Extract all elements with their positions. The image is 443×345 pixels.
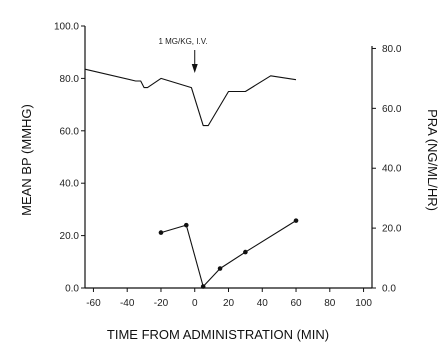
pra-data-point — [243, 249, 248, 255]
y-right-tick-label: 0.0 — [382, 284, 396, 295]
y-right-axis-title: PRA (NG/ML/HR) — [425, 109, 440, 211]
y-left-tick-label: 20.0 — [60, 231, 80, 242]
x-tick-label: 80 — [324, 298, 336, 309]
series — [84, 68, 299, 289]
dose-arrow-head — [191, 64, 198, 73]
pra-data-point — [183, 222, 189, 228]
x-tick-label: -60 — [86, 298, 101, 309]
bp-series-line — [84, 68, 297, 127]
x-tick-label: 60 — [290, 298, 302, 309]
y-right-tick-label: 80.0 — [382, 44, 402, 55]
y-right-tick-label: 20.0 — [382, 224, 402, 235]
y-left-tick-label: 80.0 — [60, 74, 80, 85]
x-axis-title: TIME FROM ADMINISTRATION (MIN) — [107, 327, 329, 342]
axes — [84, 26, 373, 289]
x-tick-label: 100 — [355, 298, 372, 309]
y-left-tick-label: 100.0 — [54, 22, 79, 33]
dose-annotation: 1 MG/KG, I.V. — [158, 37, 207, 46]
y-left-axis-title: MEAN BP (MMHG) — [19, 104, 34, 216]
x-tick-label: 40 — [257, 298, 269, 309]
ticks: -60 -40 -20 0 20 40 60 80 100 0.0 20.0 40.0 60.0 80.0… — [54, 22, 402, 310]
pra-data-point — [158, 230, 164, 235]
y-left-tick-label: 60.0 — [60, 126, 80, 137]
x-tick-label: -40 — [120, 298, 135, 309]
x-tick-label: -20 — [154, 298, 169, 309]
y-right-tick-label: 40.0 — [382, 164, 402, 175]
x-tick-label: 0 — [192, 298, 198, 309]
y-left-tick-label: 40.0 — [60, 179, 80, 190]
pra-series-line — [160, 220, 297, 288]
pra-data-point — [293, 218, 299, 223]
x-tick-label: 20 — [223, 298, 235, 309]
pra-data-point — [200, 284, 206, 289]
y-left-tick-label: 0.0 — [65, 284, 79, 295]
y-right-tick-label: 60.0 — [382, 104, 402, 115]
labels: TIME FROM ADMINISTRATION (MIN) MEAN BP (… — [19, 37, 440, 342]
pra-data-point — [217, 266, 223, 271]
